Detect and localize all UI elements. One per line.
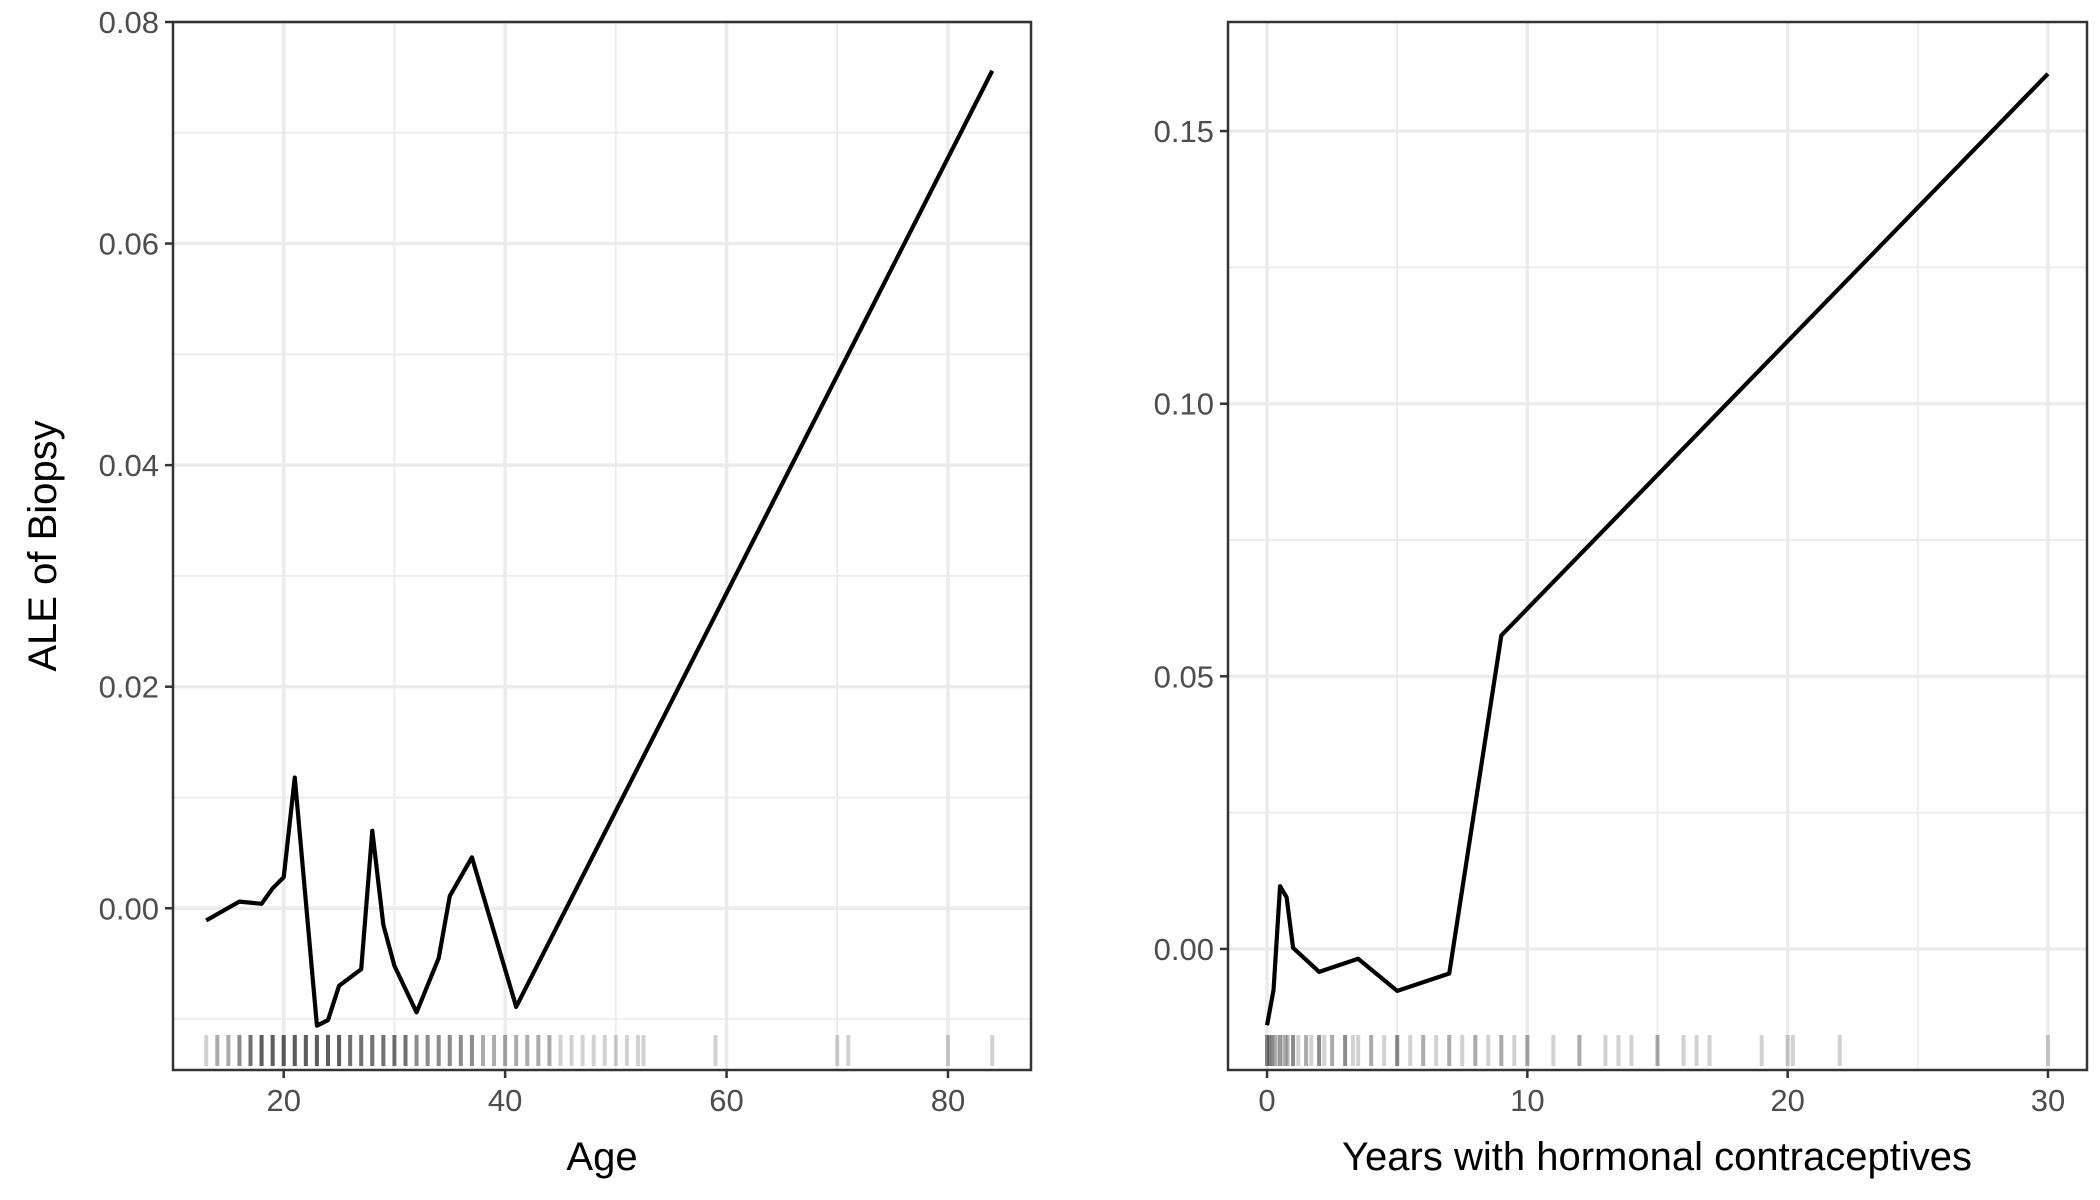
y-tick-label: 0.06 [99, 227, 159, 262]
y-axis-title: ALE of Biopsy [21, 420, 65, 671]
chart-age: 20 40 60 80 0.00 0.02 0.04 0.06 0.08 ALE of Biop… [21, 5, 1033, 1179]
y-tick-label: 0.02 [99, 670, 159, 705]
x-tick-label: 20 [266, 1083, 300, 1118]
x-axis-title: Years with hormonal contraceptives [1342, 1135, 1972, 1179]
x-tick-label: 20 [1770, 1083, 1804, 1118]
y-tick-label: 0.15 [1154, 114, 1214, 149]
x-tick-label: 80 [931, 1083, 965, 1118]
y-tick-label: 0.00 [99, 891, 159, 926]
chart-hormonal-contraceptives: 0 10 20 30 0.00 0.05 0.10 0.15 Years with hormo… [1154, 20, 2089, 1179]
x-tick-label: 60 [709, 1083, 743, 1118]
x-tick-label: 40 [488, 1083, 522, 1118]
y-tick-label: 0.10 [1154, 387, 1214, 422]
x-axis-title: Age [566, 1135, 637, 1179]
y-tick-label: 0.05 [1154, 659, 1214, 694]
y-tick-label: 0.08 [99, 5, 159, 40]
x-tick-label: 30 [2031, 1083, 2065, 1118]
y-tick-label: 0.00 [1154, 932, 1214, 967]
ale-line-age [205, 69, 995, 1028]
ale-line-hormonal [1264, 72, 2050, 1026]
y-tick-label: 0.04 [99, 448, 159, 483]
x-tick-label: 0 [1258, 1083, 1275, 1118]
x-tick-label: 10 [1510, 1083, 1544, 1118]
